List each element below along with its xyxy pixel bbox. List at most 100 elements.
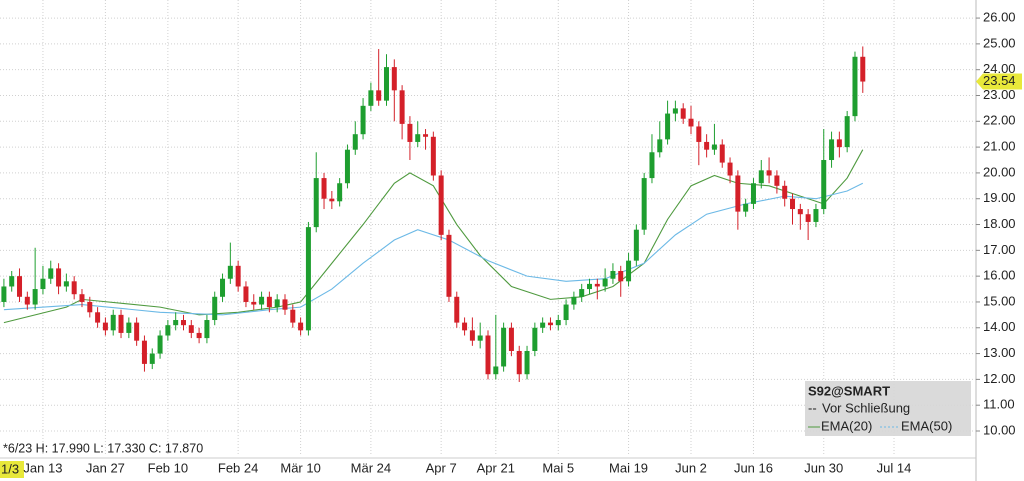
candle-body [102, 322, 108, 331]
x-tick-label: Jan 13 [23, 460, 62, 475]
candle-body [376, 90, 382, 101]
candle-body [750, 183, 756, 204]
legend-entry: EMA(20) [821, 418, 872, 433]
candle-body [220, 278, 226, 297]
candle-body [352, 134, 358, 150]
x-tick-label: Mär 24 [351, 460, 391, 475]
candle-body [626, 260, 632, 282]
y-tick-label: 19.00 [983, 190, 1016, 205]
x-tick-label: Jan 27 [86, 460, 125, 475]
candle-body [95, 312, 101, 323]
candle-body [407, 123, 413, 142]
candle-body [571, 296, 577, 305]
candle-body [87, 301, 93, 313]
candle-body [344, 149, 350, 184]
candle-body [672, 108, 678, 114]
y-tick-label: 21.00 [983, 139, 1016, 154]
candle-body [141, 340, 147, 364]
candle-body [508, 327, 514, 351]
candle-body [633, 229, 639, 261]
candle-body [469, 330, 475, 341]
candle-body [48, 268, 54, 279]
candle-body [602, 278, 608, 287]
candle-body [368, 90, 374, 106]
candle-body [813, 209, 819, 222]
candle-body [259, 296, 265, 305]
candle-body [290, 309, 296, 323]
candle-body [563, 304, 569, 321]
candle-body [743, 203, 749, 212]
candle-body [797, 209, 803, 215]
x-tick-label: Apr 21 [477, 460, 515, 475]
candle-body [360, 105, 366, 135]
candle-body [688, 118, 694, 127]
candle-body [766, 170, 772, 176]
candle-body [266, 296, 272, 308]
candle-body [149, 353, 155, 364]
candle-body [415, 134, 421, 142]
candle-body [540, 322, 546, 328]
candle-body [821, 160, 827, 210]
y-tick-label: 25.00 [983, 35, 1016, 50]
legend-dash: -- [808, 400, 817, 415]
candle-body [782, 185, 788, 199]
candle-body [610, 270, 616, 279]
x-tick-label: Jun 16 [734, 460, 773, 475]
candle-body [485, 335, 491, 375]
candle-body [118, 314, 124, 333]
y-tick-label: 17.00 [983, 242, 1016, 257]
candle-body [40, 278, 46, 290]
candle-body [696, 126, 702, 142]
candle-body [524, 350, 530, 375]
candle-body [587, 283, 593, 290]
y-tick-label: 14.00 [983, 319, 1016, 334]
plot-area [0, 0, 976, 455]
candle-body [321, 178, 327, 199]
candle-body [305, 227, 311, 331]
y-tick-label: 18.00 [983, 216, 1016, 231]
x-tick-label: Jul 14 [877, 460, 912, 475]
y-tick-label: 23.00 [983, 87, 1016, 102]
candle-body [251, 301, 257, 305]
candle-body [649, 152, 655, 179]
candle-body [391, 67, 397, 91]
candle-body [516, 350, 522, 375]
candle-body [836, 139, 842, 148]
candle-body [180, 320, 186, 326]
y-tick-label: 13.00 [983, 345, 1016, 360]
cursor-label-bg [0, 461, 24, 478]
candle-body [462, 322, 468, 331]
candle-body [438, 175, 444, 235]
candle-body [641, 178, 647, 230]
candle-body [719, 144, 725, 163]
candle-body [774, 175, 780, 186]
candle-body [274, 299, 280, 308]
info-text: *6/23 H: 17.990 L: 17.330 C: 17.870 [3, 441, 203, 455]
x-tick-label: Apr 7 [426, 460, 457, 475]
y-tick-label: 24.00 [983, 61, 1016, 76]
y-tick-label: 20.00 [983, 164, 1016, 179]
candle-body [399, 90, 405, 124]
candle-body [282, 299, 288, 310]
candle-body [555, 320, 561, 326]
candle-body [313, 178, 319, 228]
candle-body [63, 281, 69, 287]
candle-body [594, 283, 600, 287]
x-tick-label: Mär 10 [280, 460, 320, 475]
candle-body [579, 289, 585, 297]
candle-body [454, 296, 460, 323]
cursor-label: 1/3 [1, 461, 19, 476]
y-tick-label: 16.00 [983, 268, 1016, 283]
candle-body [680, 108, 686, 119]
candle-body [665, 113, 671, 140]
y-tick-label: 12.00 [983, 371, 1016, 386]
candle-body [430, 136, 436, 176]
candle-body [493, 366, 499, 375]
candle-body [423, 134, 429, 137]
x-tick-label: Mai 5 [542, 460, 574, 475]
x-tick-label: Jun 30 [804, 460, 843, 475]
ema-line [3, 149, 864, 324]
candle-body [134, 322, 140, 341]
candle-body [727, 162, 733, 176]
